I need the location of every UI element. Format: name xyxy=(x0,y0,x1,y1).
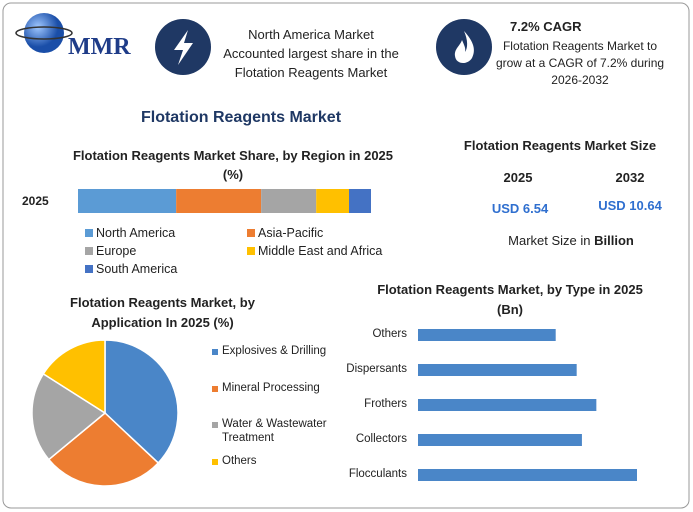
line: North America Market xyxy=(248,27,374,42)
chart-title: Flotation Reagents Market Share, by Regi… xyxy=(72,148,394,182)
legend-swatch xyxy=(247,247,255,255)
category-label: Dispersants xyxy=(346,363,407,375)
bar xyxy=(418,434,582,446)
size-note: Market Size in Billion xyxy=(471,233,671,249)
bar-segment xyxy=(78,189,177,213)
pie-slice xyxy=(104,339,179,465)
bolt-icon xyxy=(174,30,193,65)
category-label: Frothers xyxy=(364,398,407,410)
bar-segment xyxy=(349,189,371,213)
legend-swatch xyxy=(212,459,218,465)
logo-globe xyxy=(24,13,64,53)
logo-orbit xyxy=(15,26,73,40)
legend-label: Others xyxy=(222,455,257,467)
legend-label: Middle East and Africa xyxy=(258,244,383,258)
size-year: 2025 xyxy=(503,170,533,185)
pie-slice xyxy=(47,412,160,487)
size-value: USD 10.64 xyxy=(598,198,662,213)
category-label: Others xyxy=(372,328,407,340)
logo-text: MMR xyxy=(68,34,131,60)
cagr-title: 7.2% CAGR xyxy=(510,19,582,34)
legend-label: Asia-Pacific xyxy=(258,226,324,240)
legend-swatch xyxy=(212,349,218,355)
pie-slice xyxy=(42,339,106,415)
note-unit: Billion xyxy=(594,233,634,248)
cagr-text: Flotation Reagents Market to grow at a C… xyxy=(490,38,670,89)
legend-label: South America xyxy=(96,262,178,276)
size-title: Flotation Reagents Market Size xyxy=(463,138,657,153)
legend-swatch xyxy=(247,229,255,237)
line: Accounted largest share in the xyxy=(223,46,399,61)
legend-label: Water & Wastewater Treatment xyxy=(222,418,327,444)
legend-swatch xyxy=(212,386,218,392)
bar xyxy=(418,469,637,481)
size-value: USD 6.54 xyxy=(491,201,549,216)
bar xyxy=(418,329,556,341)
bar-segment xyxy=(316,189,350,213)
category-label: Flocculants xyxy=(348,468,407,480)
legend-swatch xyxy=(212,422,218,428)
legend-label: Mineral Processing xyxy=(222,382,320,394)
category-label: 2025 xyxy=(22,194,49,208)
line: 2026-2032 xyxy=(551,73,609,87)
pie-slice xyxy=(31,372,107,461)
main-title: Flotation Reagents Market xyxy=(140,109,342,126)
bar xyxy=(418,364,577,376)
line: grow at a CAGR of 7.2% during xyxy=(495,56,665,70)
line: Flotation Reagents Market to xyxy=(502,39,658,53)
legend-swatch xyxy=(85,265,93,273)
size-year: 2032 xyxy=(615,170,645,185)
flame-icon xyxy=(454,31,474,64)
legend-label: Europe xyxy=(96,244,137,258)
chart-title: Flotation Reagents Market, by Type in 20… xyxy=(377,282,643,317)
chart-title: Flotation Reagents Market, by Applicatio… xyxy=(70,295,255,330)
legend-label: Explosives & Drilling xyxy=(222,345,327,357)
note-text: Market Size in xyxy=(508,233,591,248)
bar xyxy=(418,399,597,411)
legend-swatch xyxy=(85,247,93,255)
legend-swatch xyxy=(85,229,93,237)
category-label: Collectors xyxy=(355,433,407,445)
bar-segment xyxy=(176,189,262,213)
legend-label: North America xyxy=(96,226,176,240)
line: Flotation Reagents Market xyxy=(234,65,388,80)
bar-segment xyxy=(261,189,317,213)
highlight-text: North America Market Accounted largest s… xyxy=(211,25,411,82)
